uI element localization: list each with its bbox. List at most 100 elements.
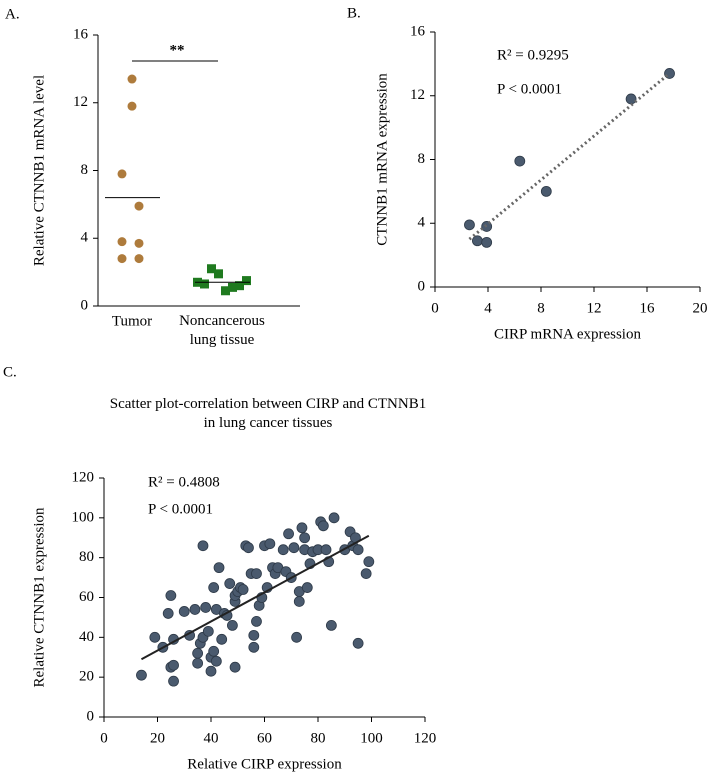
y-tick-label: 12 [410, 87, 425, 103]
data-point [328, 512, 340, 524]
data-point [325, 619, 337, 631]
data-point [221, 286, 230, 296]
y-axis-label: Relative CTNNB1 mRNA level [31, 75, 47, 266]
data-point [134, 201, 144, 211]
y-tick-label: 16 [410, 23, 426, 39]
data-point [200, 279, 209, 289]
data-point [202, 625, 214, 637]
annotation: P < 0.0001 [148, 501, 213, 517]
data-point [127, 74, 137, 84]
data-point [248, 629, 260, 641]
data-point [283, 528, 294, 540]
data-point [352, 637, 364, 649]
data-point [625, 93, 637, 105]
data-point [251, 616, 262, 627]
y-tick-label: 100 [72, 509, 95, 525]
y-axis-label: CTNNB1 mRNA expression [374, 73, 390, 246]
data-point [127, 101, 137, 111]
data-point [208, 582, 220, 593]
data-point [352, 544, 364, 556]
x-tick-label: 120 [414, 730, 437, 746]
data-point [464, 219, 475, 231]
x-tick-label: 4 [484, 300, 492, 316]
trendline [140, 534, 370, 661]
data-point [229, 661, 241, 673]
data-point [178, 606, 190, 617]
data-point [226, 619, 238, 631]
data-point [301, 582, 313, 593]
significance-label: ** [170, 42, 185, 58]
y-axis-label: Relative CTNNB1 expression [31, 507, 47, 687]
data-point [134, 254, 144, 264]
data-point [117, 254, 127, 264]
data-point [205, 665, 217, 677]
data-point [481, 236, 493, 248]
y-tick-label: 8 [81, 162, 89, 178]
x-tick-label: 20 [693, 300, 708, 316]
data-point [235, 281, 244, 291]
trendline [468, 72, 671, 241]
data-point [264, 538, 276, 550]
data-point [168, 659, 179, 671]
data-point [317, 520, 329, 532]
x-tick-label: Noncancerous lung tissue [179, 313, 265, 348]
x-tick-label: 40 [204, 730, 219, 746]
annotation: P < 0.0001 [497, 81, 562, 97]
y-tick-label: 16 [73, 26, 89, 42]
y-tick-label: 0 [87, 708, 95, 724]
annotation: R² = 0.4808 [148, 474, 220, 490]
data-point [242, 276, 251, 286]
panel-label: B. [347, 5, 361, 21]
y-tick-label: 0 [418, 278, 426, 294]
data-point [216, 633, 228, 645]
y-tick-label: 40 [79, 629, 94, 645]
x-tick-label: 8 [537, 300, 545, 316]
data-point [149, 631, 161, 643]
data-point [293, 596, 305, 607]
data-point [117, 169, 127, 179]
y-tick-label: 20 [79, 669, 94, 685]
data-point [540, 185, 552, 197]
data-point [197, 540, 209, 552]
x-axis-label: CIRP mRNA expression [494, 326, 641, 342]
data-point [134, 238, 144, 248]
data-point [210, 655, 222, 667]
data-point [363, 556, 375, 568]
chart-title: Scatter plot-correlation between CIRP an… [110, 396, 426, 431]
data-point [207, 264, 216, 274]
x-axis-label: Relative CIRP expression [187, 756, 342, 772]
data-point [189, 604, 201, 615]
y-tick-label: 4 [81, 230, 89, 246]
annotation: R² = 0.9295 [497, 47, 569, 63]
data-point [192, 657, 204, 669]
data-point [248, 641, 260, 653]
data-point [251, 568, 262, 579]
data-point [162, 608, 174, 619]
data-point [117, 237, 127, 247]
data-point [165, 590, 177, 601]
data-point [214, 269, 223, 279]
data-point [208, 645, 220, 657]
data-point [288, 542, 300, 554]
x-tick-label: 0 [100, 730, 108, 746]
x-tick-label: 60 [257, 730, 272, 746]
x-tick-label: Tumor [112, 313, 152, 329]
data-point [296, 522, 308, 534]
data-point [299, 532, 311, 544]
y-tick-label: 0 [81, 297, 89, 313]
y-tick-label: 12 [73, 94, 88, 110]
y-tick-label: 8 [418, 151, 426, 167]
data-point [320, 544, 332, 556]
x-tick-label: 12 [587, 300, 602, 316]
data-point [168, 675, 179, 687]
data-point [243, 542, 254, 554]
data-point [136, 669, 147, 681]
y-tick-label: 80 [79, 549, 94, 565]
data-point [360, 568, 372, 579]
data-point [228, 282, 237, 292]
x-tick-label: 80 [311, 730, 326, 746]
y-tick-label: 60 [79, 589, 94, 605]
data-point [200, 602, 212, 613]
data-point [192, 647, 204, 659]
